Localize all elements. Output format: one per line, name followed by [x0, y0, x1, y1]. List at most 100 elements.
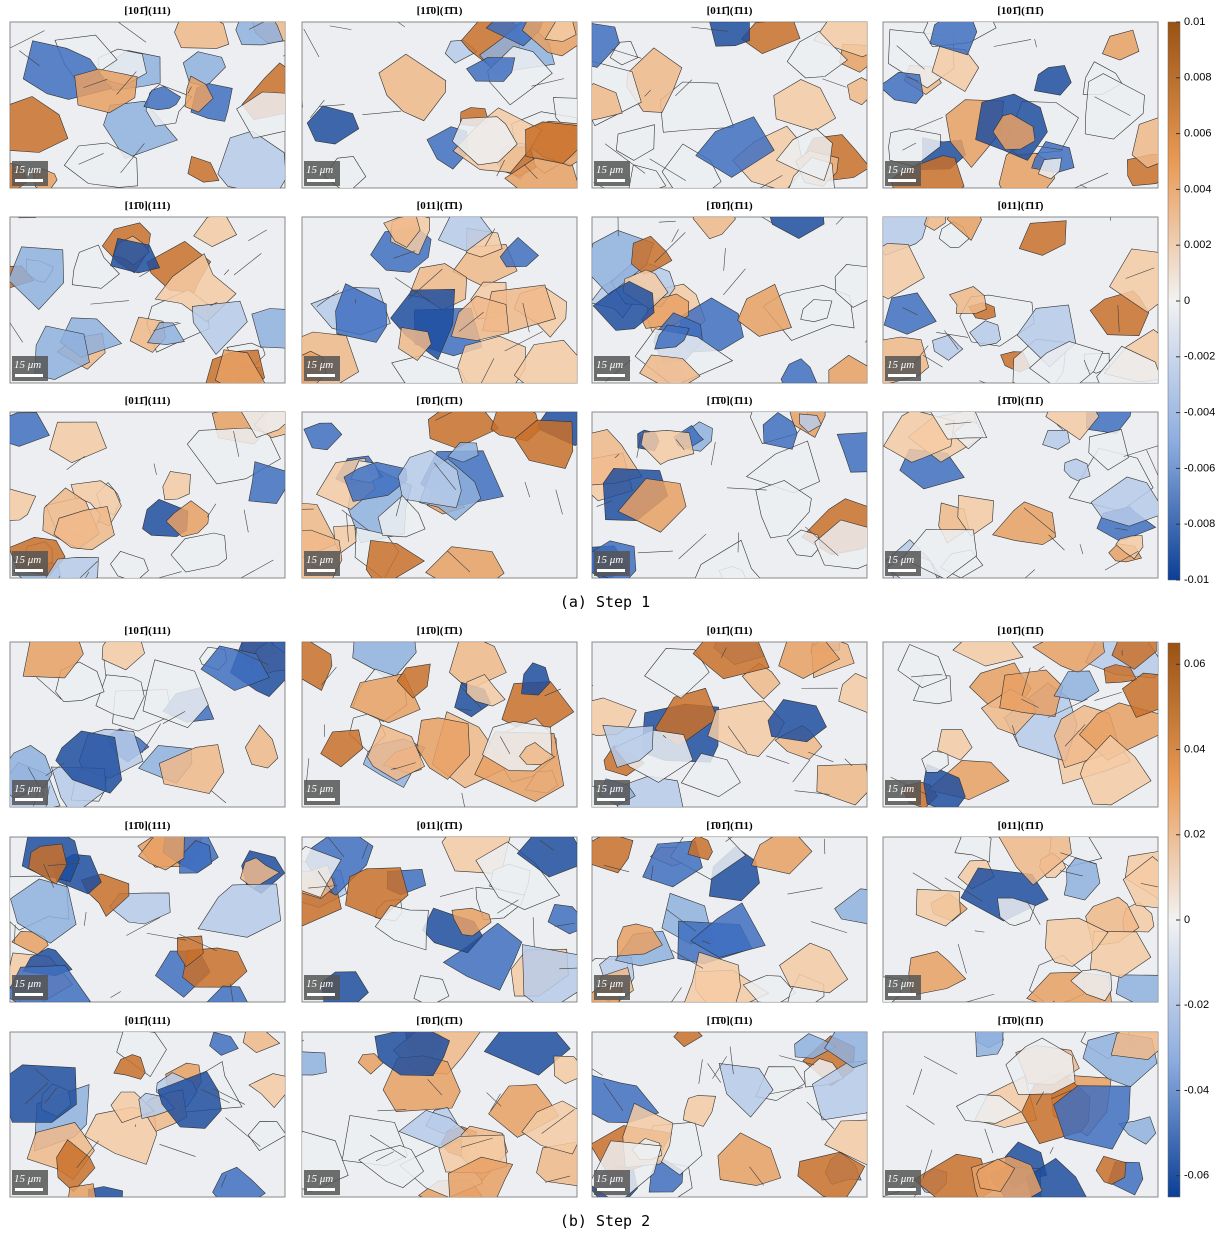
grain — [718, 1063, 774, 1118]
grain — [616, 923, 663, 957]
grain — [187, 156, 220, 183]
strain-map: 15 μm — [882, 216, 1159, 384]
grain — [116, 1032, 167, 1078]
grain-boundary — [1051, 1089, 1072, 1099]
grain — [174, 22, 230, 49]
grain-boundary — [592, 1068, 603, 1076]
grain — [592, 837, 634, 874]
grains — [302, 22, 577, 188]
grain — [303, 422, 343, 451]
grain-boundary — [10, 30, 45, 49]
scale-bar-label: 15 μm — [887, 978, 914, 990]
grain — [1063, 857, 1101, 901]
grain-boundary — [727, 725, 748, 753]
grain-boundary — [1074, 172, 1109, 188]
scale-bar — [15, 798, 43, 801]
grains — [592, 837, 867, 1002]
grain-boundary — [134, 1124, 137, 1127]
colorbar-tick-label: 0.01 — [1184, 16, 1205, 28]
grain-boundary — [671, 987, 682, 1002]
scale-bar-label: 15 μm — [596, 783, 623, 795]
strain-map: 15 μm — [301, 836, 578, 1003]
colorbar-tick-label: 0.002 — [1184, 239, 1212, 251]
grain — [547, 903, 577, 935]
grain — [812, 1060, 867, 1121]
grain-boundary — [914, 116, 943, 130]
grain — [797, 1151, 866, 1197]
grain — [930, 412, 988, 440]
grain-boundary — [117, 22, 147, 43]
grain — [513, 339, 577, 383]
map-title: [1̄01̄](1̄1̄1) — [416, 1015, 463, 1027]
map-title: [11̄0](1̄1̄1) — [417, 625, 463, 637]
grain — [1005, 1037, 1076, 1096]
grain-boundary — [611, 48, 642, 59]
grain-boundary — [965, 993, 995, 1002]
grain-boundary — [153, 322, 181, 331]
grain-boundary — [727, 487, 767, 491]
map-title: [1̄01̄](1̄11) — [706, 200, 753, 212]
grain — [1029, 341, 1104, 383]
colorbar-tick-label: 0 — [1184, 295, 1190, 307]
grain — [923, 763, 966, 807]
grain — [692, 642, 770, 680]
colorbar-tick-label: 0.006 — [1184, 128, 1212, 140]
grain — [932, 334, 964, 361]
grain-boundary — [490, 1093, 501, 1111]
grain — [814, 519, 867, 570]
grain — [157, 1070, 222, 1129]
grain — [709, 22, 750, 47]
grain-boundary — [759, 175, 783, 188]
grain-boundary — [844, 758, 853, 767]
grain — [193, 217, 238, 248]
grain-boundary — [544, 688, 562, 697]
scale-bar — [597, 374, 625, 377]
grain — [367, 724, 425, 781]
scale-bar — [15, 374, 43, 377]
map-title: [1̄1̄0](1̄11) — [707, 395, 753, 407]
scale-bar — [307, 1188, 335, 1191]
grain — [1070, 969, 1113, 1002]
grain — [525, 121, 577, 164]
grain-boundary — [864, 339, 867, 343]
map-title: [101̄](111) — [124, 625, 171, 637]
scale-bar-label: 15 μm — [306, 1173, 333, 1185]
grain-boundary — [78, 153, 104, 165]
grain — [425, 546, 505, 578]
scale-bar — [15, 569, 43, 572]
grain — [897, 644, 948, 688]
colorbar-tick-label: -0.02 — [1184, 999, 1209, 1011]
grain-boundary — [974, 930, 985, 933]
grain-boundary — [984, 1128, 994, 1154]
grain — [915, 888, 961, 927]
grain — [10, 412, 50, 447]
grain-boundary — [707, 1063, 722, 1083]
scale-bar-label: 15 μm — [596, 164, 623, 176]
grain-boundary — [910, 673, 943, 678]
grain-boundary — [159, 1144, 196, 1157]
grain — [775, 128, 833, 181]
grain — [976, 1158, 1016, 1192]
grain-boundary — [649, 158, 686, 181]
grain-boundary — [698, 1059, 703, 1084]
map-title: [11̄0](111) — [125, 820, 171, 832]
grain-boundary — [637, 550, 673, 554]
grain-boundary — [906, 1105, 935, 1125]
grain-boundary — [787, 887, 823, 895]
strain-map: 15 μm — [9, 641, 286, 808]
grain-boundary — [1104, 550, 1139, 571]
grain-boundary — [807, 751, 834, 763]
grain-boundary — [1117, 305, 1120, 333]
scale-bar-label: 15 μm — [596, 359, 623, 371]
grains — [592, 217, 867, 383]
grain-boundary — [792, 759, 811, 783]
grain — [110, 551, 149, 578]
grain-boundary — [1125, 267, 1155, 279]
grain — [779, 942, 849, 994]
grain — [1034, 65, 1072, 96]
grain — [378, 53, 447, 122]
colorbar-tick-label: 0.008 — [1184, 72, 1212, 84]
grain — [242, 1032, 281, 1054]
grain-boundary — [749, 1166, 764, 1186]
grain — [1109, 248, 1158, 313]
